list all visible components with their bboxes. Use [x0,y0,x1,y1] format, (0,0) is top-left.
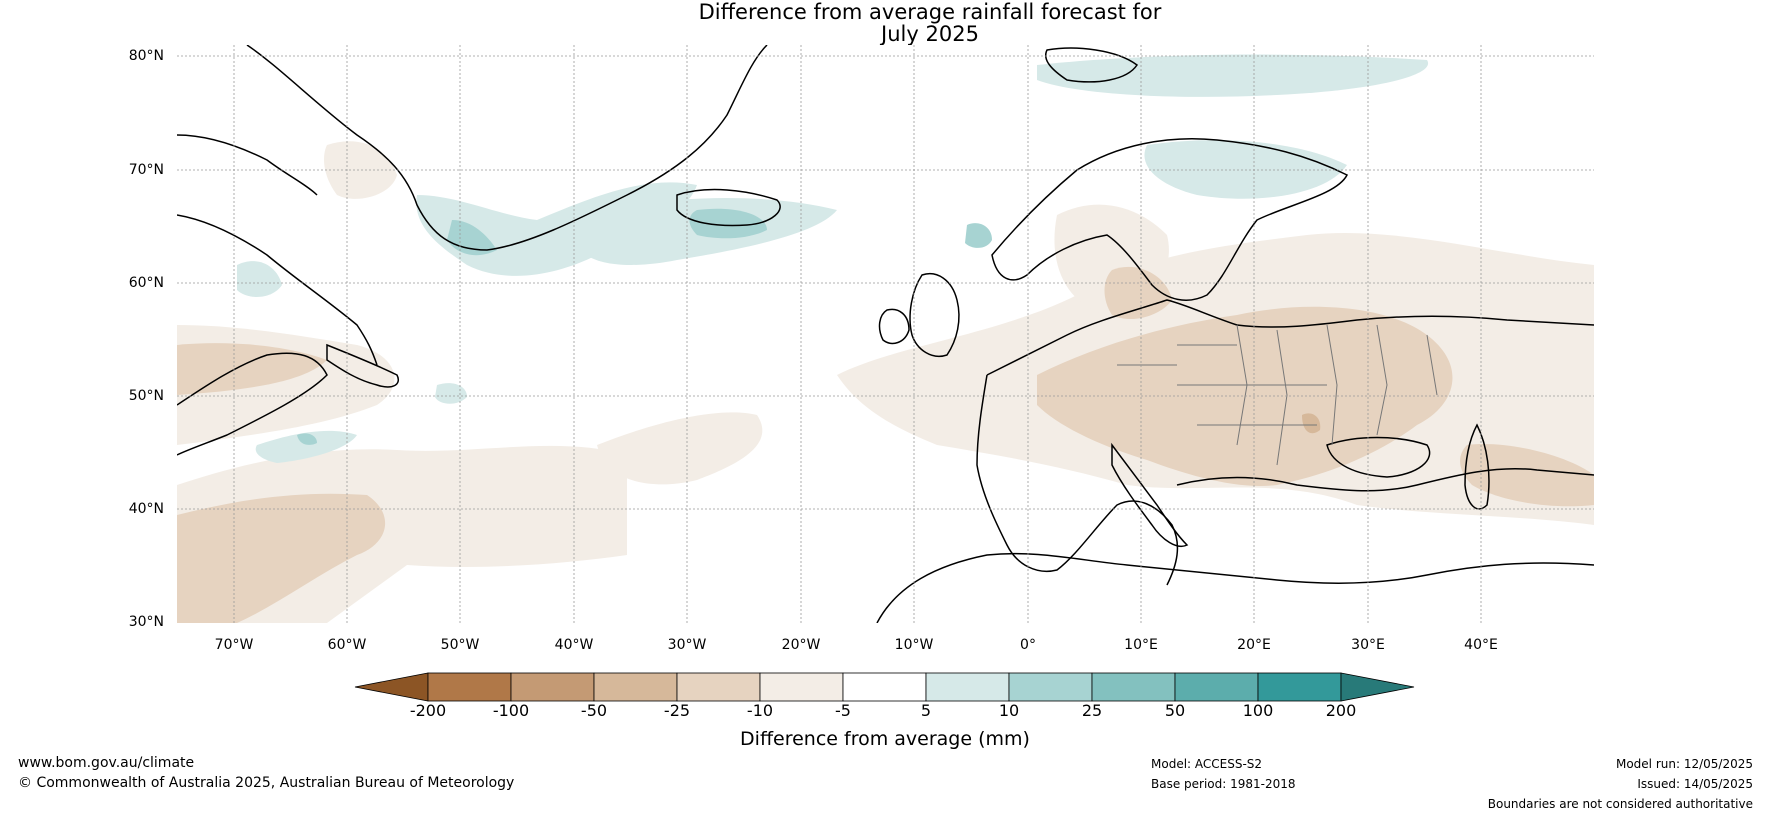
lat-label-60n: 60°N [128,275,164,291]
colorbar-tick-neg50: -50 [580,701,608,720]
coastline-europe-mainland [976,299,1594,586]
lon-label-40e: 40°E [1464,637,1498,653]
anomaly-region-norway-moderate [1104,266,1172,320]
anomaly-region-midatlantic-wet [435,383,467,404]
colorbar-tick-neg200: -200 [409,701,447,720]
anomaly-region-labrador-wet [237,261,282,297]
colorbar-bin-11 [1257,672,1342,702]
coastline-labrador [177,214,378,366]
lat-label-30n: 30°N [128,614,164,630]
colorbar-tick-neg10: -10 [746,701,774,720]
colorbar-tick-10: 10 [998,701,1020,720]
map-title-line1: Difference from average rainfall forecas… [698,0,1162,24]
lat-label-70n: 70°N [128,162,164,178]
footer-disclaimer: Boundaries are not considered authoritat… [1487,797,1753,811]
lon-label-10e: 10°E [1124,637,1158,653]
coastline-scandinavia [991,138,1349,301]
colorbar-bin-8 [1008,672,1093,702]
anomaly-region-iceland-wetter [689,208,767,239]
anomaly-region-romania-drier [1302,413,1321,434]
colorbar-tick-5: 5 [920,701,932,720]
anomaly-shading [177,54,1594,623]
colorbar-right-arrow [1340,672,1415,702]
colorbar-bin-3 [593,672,678,702]
coastline-canada-east [177,352,328,456]
colorbar-bin-5 [759,672,844,702]
coastline-greenland [246,45,768,251]
colorbar-tick-100: 100 [1242,701,1274,720]
colorbar-tick-neg25: -25 [663,701,691,720]
anomaly-region-atlantic-wet [255,430,357,463]
coastline-uk [909,273,960,357]
colorbar-tick-neg100: -100 [492,701,530,720]
colorbar-bin-1 [427,672,512,702]
colorbar-label: Difference from average (mm) [740,728,1030,750]
colorbar-bin-6 [842,672,927,702]
lon-label-60w: 60°W [327,637,367,653]
colorbar-left-arrow [354,672,429,702]
lon-label-0: 0° [1020,637,1036,653]
anomaly-region-mid-atlantic-dry [597,412,763,485]
lat-label-40n: 40°N [128,501,164,517]
coastline-iceland [676,188,781,227]
lat-label-80n: 80°N [128,48,164,64]
map-plot-area [177,45,1594,623]
coastline-svalbard [1045,47,1139,83]
border-lines [1117,324,1438,466]
footer-base-period: Base period: 1981-2018 [1151,777,1296,791]
coastline-caspian [1464,423,1490,510]
coastline-baffin [177,134,318,196]
rainfall-anomaly-map [177,45,1594,623]
colorbar-bin-4 [676,672,761,702]
anomaly-region-canada-moderate [177,343,327,395]
colorbar-tick-neg5: -5 [835,701,851,720]
lon-label-20w: 20°W [781,637,821,653]
colorbar-tick-200: 200 [1325,701,1357,720]
anomaly-region-norway-coast-wet [965,223,992,248]
lon-label-10w: 10°W [894,637,934,653]
footer-issued: Issued: 14/05/2025 [1637,777,1753,791]
footer-website: www.bom.gov.au/climate [18,755,195,771]
footer-model: Model: ACCESS-S2 [1151,757,1263,771]
coastlines [177,45,1594,623]
lat-label-50n: 50°N [128,388,164,404]
lon-label-50w: 50°W [440,637,480,653]
coastline-italy [1111,442,1189,547]
coastline-newfoundland [326,343,399,388]
anomaly-region-atlantic-wetter [297,433,317,445]
country-borders [1117,324,1438,466]
anomaly-region-west-atlantic-moderate [177,493,386,623]
colorbar-bin-10 [1174,672,1259,702]
coastline-ireland [878,308,910,345]
lon-label-40w: 40°W [554,637,594,653]
coastline-black-sea [1326,436,1431,478]
colorbar-tick-50: 50 [1164,701,1186,720]
colorbar-bin-7 [925,672,1010,702]
footer-copyright: © Commonwealth of Australia 2025, Austra… [18,775,515,791]
lon-label-20e: 20°E [1237,637,1271,653]
colorbar-bin-9 [1091,672,1176,702]
lon-label-30e: 30°E [1351,637,1385,653]
lon-label-30w: 30°W [667,637,707,653]
coastline-africa-north [876,552,1594,623]
lon-label-70w: 70°W [214,637,254,653]
anomaly-region-greenland-dry [324,141,397,199]
footer-model-run: Model run: 12/05/2025 [1615,757,1753,771]
gridlines [177,45,1594,623]
colorbar-tick-25: 25 [1081,701,1103,720]
anomaly-region-caspian-dry [1460,444,1594,507]
anomaly-region-svalbard-wet [1037,54,1429,97]
map-title-line2: July 2025 [881,22,979,46]
colorbar-bin-2 [510,672,595,702]
